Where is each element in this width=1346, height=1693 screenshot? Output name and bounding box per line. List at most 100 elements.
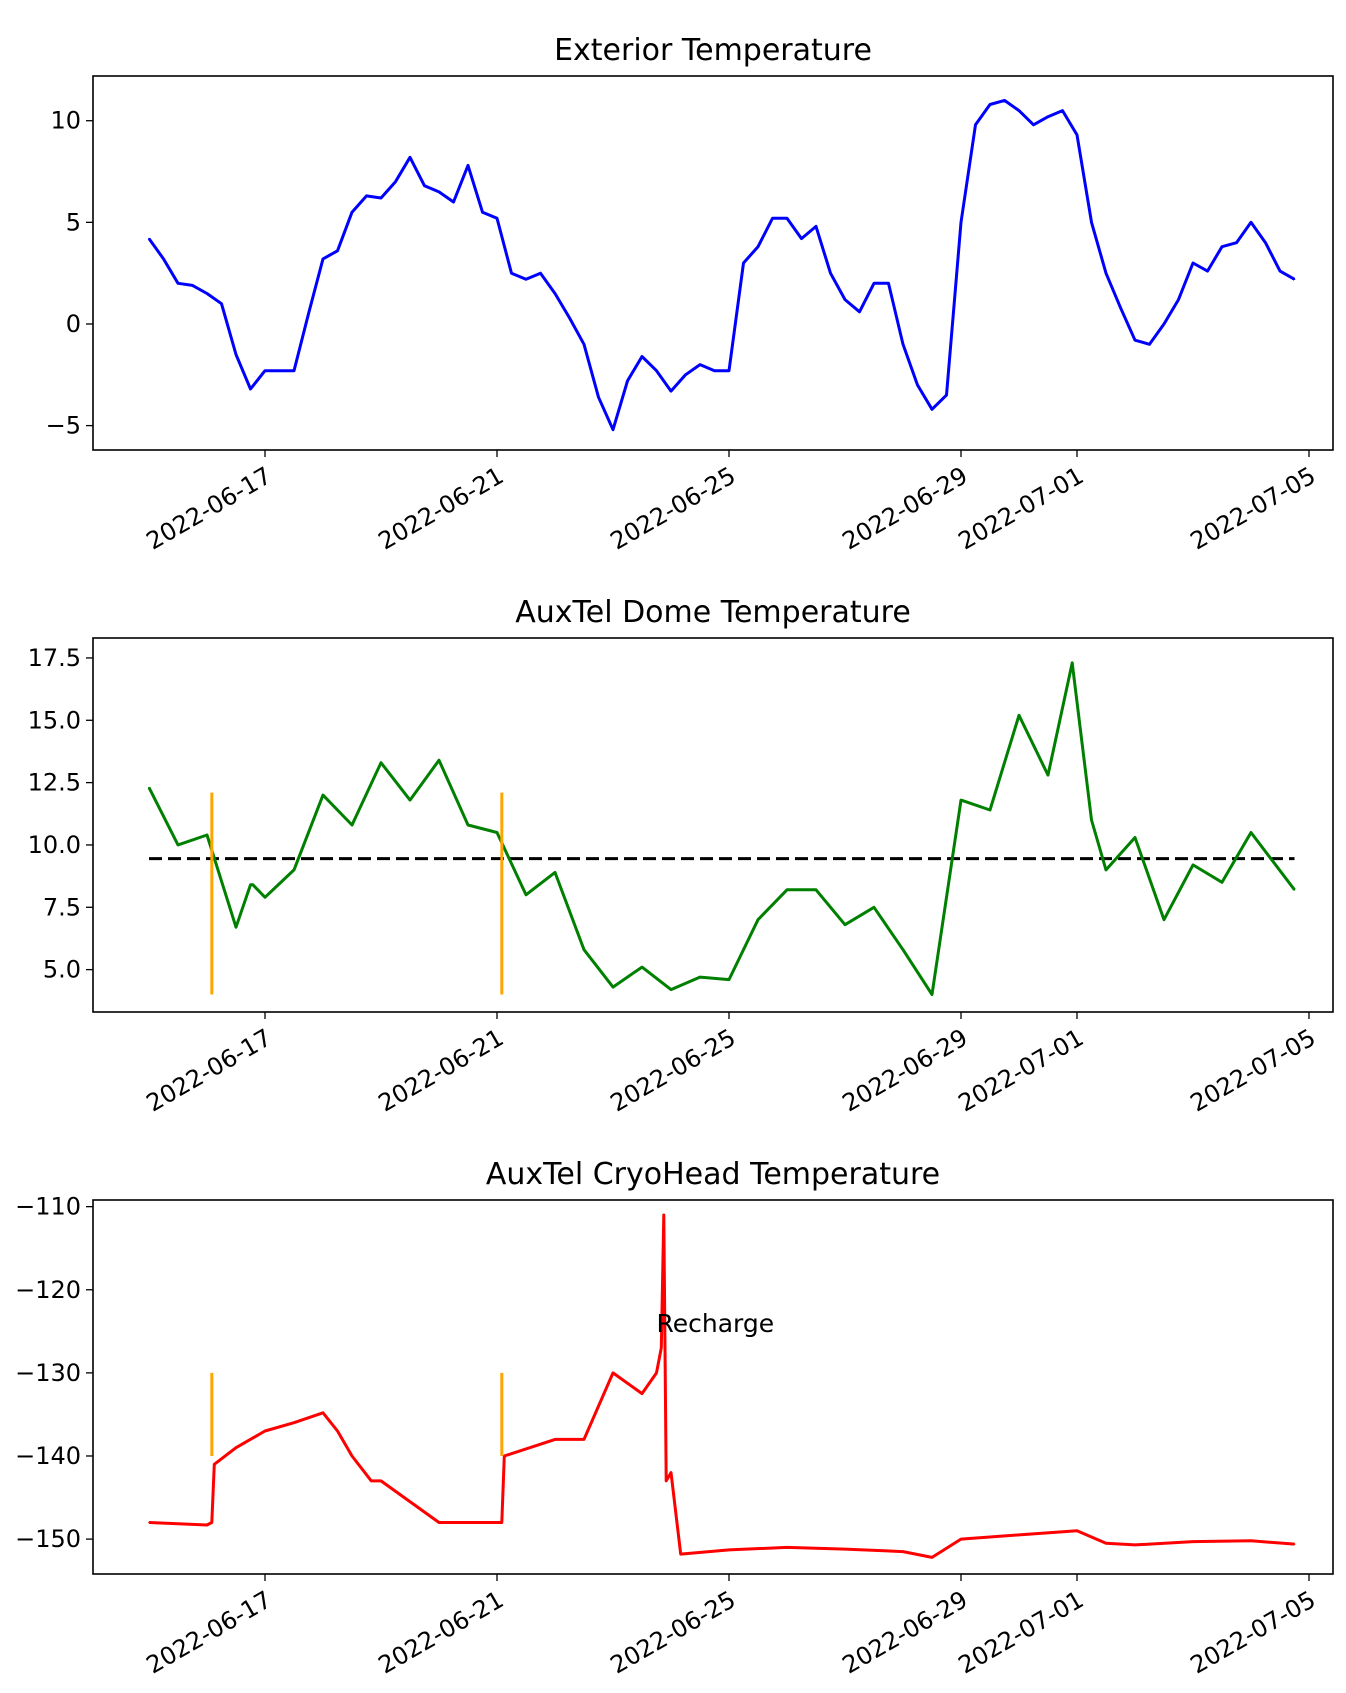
chart-title: Exterior Temperature — [554, 33, 872, 68]
y-tick-label: 17.5 — [28, 644, 81, 672]
data-point — [452, 201, 455, 203]
chart-title: AuxTel CryoHead Temperature — [486, 1157, 940, 1192]
data-point — [503, 1455, 506, 1457]
x-tick-label: 2022-07-01 — [954, 1585, 1089, 1679]
data-point — [539, 272, 542, 274]
data-point — [293, 869, 295, 871]
data-point — [1279, 270, 1281, 272]
data-point — [844, 923, 846, 926]
data-point — [1076, 134, 1078, 136]
data-point — [583, 948, 585, 951]
data-point — [1047, 115, 1049, 118]
data-point — [1192, 864, 1194, 866]
x-tick-label: 2022-06-21 — [374, 461, 509, 555]
data-point — [510, 272, 513, 274]
data-point — [815, 225, 817, 228]
x-tick-label: 2022-06-25 — [606, 1023, 741, 1117]
data-point — [679, 1553, 682, 1555]
x-tick-label: 2022-07-01 — [954, 1023, 1089, 1117]
data-point — [191, 284, 194, 287]
data-point — [206, 834, 208, 836]
data-point — [916, 384, 919, 386]
data-point — [438, 1521, 440, 1524]
y-tick-label: 10 — [50, 107, 81, 135]
data-point — [496, 831, 498, 834]
data-point — [1163, 918, 1165, 921]
data-point — [365, 195, 368, 197]
axes-frame — [92, 1199, 1334, 1575]
data-point — [800, 237, 803, 240]
data-point — [960, 799, 962, 801]
x-tick-label: 2022-07-05 — [1186, 461, 1321, 555]
data-point — [728, 369, 730, 372]
data-point — [496, 217, 498, 220]
data-point — [336, 250, 339, 252]
data-point — [641, 355, 643, 358]
data-point — [322, 794, 324, 796]
data-point — [960, 221, 962, 224]
data-point — [336, 1430, 339, 1432]
data-point — [1293, 278, 1296, 281]
data-point — [1250, 221, 1252, 224]
data-point — [554, 1438, 556, 1441]
data-point — [148, 786, 150, 789]
data-point — [235, 353, 237, 356]
data-point — [322, 258, 324, 260]
data-point — [525, 894, 527, 896]
data-point — [1018, 714, 1020, 717]
data-point — [264, 896, 266, 899]
y-tick-label: 5.0 — [43, 956, 81, 984]
data-point — [902, 948, 904, 951]
y-tick-label: −120 — [15, 1276, 81, 1304]
data-point — [786, 1546, 788, 1549]
data-point — [249, 388, 252, 390]
data-point — [960, 1538, 962, 1540]
y-tick-label: 7.5 — [43, 893, 81, 921]
x-tick-label: 2022-06-29 — [838, 1023, 973, 1117]
data-point — [1148, 343, 1151, 346]
data-point — [278, 369, 281, 372]
data-point — [742, 262, 745, 264]
data-point — [757, 245, 759, 248]
data-point — [568, 317, 571, 319]
data-point — [1090, 221, 1093, 224]
data-point — [1192, 1540, 1194, 1543]
data-point — [660, 1347, 663, 1349]
data-point — [496, 1521, 498, 1524]
data-point — [213, 1463, 216, 1466]
data-point — [423, 184, 426, 187]
data-point — [583, 1438, 585, 1441]
data-point — [1105, 1542, 1107, 1545]
data-point — [858, 310, 861, 313]
data-point — [554, 292, 556, 295]
data-point — [1061, 109, 1064, 112]
data-point — [684, 373, 687, 376]
data-point — [162, 258, 165, 260]
data-point — [351, 211, 353, 213]
data-point — [670, 988, 672, 991]
data-point — [612, 986, 614, 988]
data-point — [873, 906, 875, 909]
series-line — [148, 1213, 1295, 1559]
data-point — [252, 884, 254, 886]
data-point — [1250, 1539, 1252, 1542]
data-point — [902, 343, 904, 346]
data-point — [1032, 123, 1035, 126]
data-point — [1177, 298, 1180, 301]
data-point — [293, 1421, 295, 1424]
data-point — [757, 918, 759, 921]
data-point — [235, 926, 237, 929]
data-point — [1235, 241, 1238, 244]
data-point — [264, 1430, 266, 1432]
data-point — [887, 282, 890, 285]
data-point — [931, 1556, 933, 1559]
data-point — [665, 1480, 667, 1482]
y-tick-label: 12.5 — [28, 769, 81, 797]
data-point — [235, 1446, 237, 1449]
x-tick-label: 2022-06-17 — [142, 1585, 277, 1679]
data-point — [1018, 1534, 1020, 1536]
y-tick-label: −110 — [15, 1193, 81, 1221]
data-point — [481, 211, 484, 213]
data-point — [989, 809, 991, 811]
